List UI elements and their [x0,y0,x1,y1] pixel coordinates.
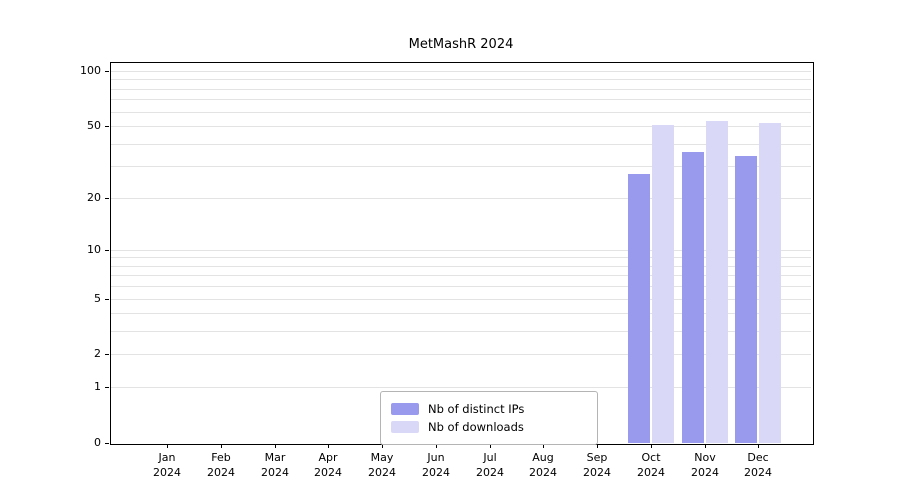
x-tick-label: Apr 2024 [298,450,358,480]
x-tick-label: Oct 2024 [621,450,681,480]
x-tick-label: Jul 2024 [460,450,520,480]
x-tick-mark [382,444,383,448]
x-tick-year: 2024 [314,466,342,479]
x-tick-label: May 2024 [352,450,412,480]
x-tick-label: Feb 2024 [191,450,251,480]
gridline [111,299,811,300]
y-tick-label: 0 [94,436,101,449]
x-tick-month: Sep [586,451,608,464]
gridline [111,266,811,267]
x-tick-mark [167,444,168,448]
gridline [111,198,811,199]
gridline [111,331,811,332]
bar-distinct-ips [628,174,650,443]
gridline [111,257,811,258]
bar-downloads [652,125,674,443]
x-tick-year: 2024 [637,466,665,479]
bar-downloads [706,121,728,443]
gridline [111,166,811,167]
x-tick-month: Mar [264,451,286,464]
y-tick-label: 5 [94,292,101,305]
x-tick-mark [328,444,329,448]
gridline [111,99,811,100]
x-tick-mark [221,444,222,448]
x-tick-year: 2024 [261,466,289,479]
x-tick-year: 2024 [207,466,235,479]
x-tick-mark [758,444,759,448]
x-tick-month: Nov [694,451,716,464]
legend-item-distinct-ips: Nb of distinct IPs [391,401,587,417]
chart-title: MetMashR 2024 [408,37,514,52]
y-tick-label: 50 [87,119,101,132]
x-tick-mark [705,444,706,448]
x-tick-month: Jul [483,451,497,464]
x-tick-year: 2024 [529,466,557,479]
legend-swatch-downloads [391,421,419,433]
gridline [111,79,811,80]
gridline [111,354,811,355]
x-tick-year: 2024 [583,466,611,479]
x-tick-label: Sep 2024 [567,450,627,480]
y-tick-label: 1 [94,380,101,393]
x-tick-mark [543,444,544,448]
x-tick-month: Jun [427,451,445,464]
x-tick-label: Jun 2024 [406,450,466,480]
y-tick-mark [105,198,109,199]
gridline [111,387,811,388]
gridline [111,286,811,287]
legend-swatch-distinct-ips [391,403,419,415]
y-tick-mark [105,387,109,388]
x-tick-month: Oct [641,451,661,464]
bar-downloads [759,123,781,443]
x-tick-month: Apr [318,451,338,464]
x-tick-label: Nov 2024 [675,450,735,480]
x-tick-month: Dec [747,451,769,464]
gridline [111,144,811,145]
gridline [111,112,811,113]
x-tick-mark [275,444,276,448]
x-tick-label: Jan 2024 [137,450,197,480]
y-tick-label: 100 [80,64,101,77]
y-tick-mark [105,354,109,355]
x-tick-year: 2024 [368,466,396,479]
x-tick-mark [651,444,652,448]
legend-item-downloads: Nb of downloads [391,419,587,435]
legend: Nb of distinct IPs Nb of downloads [380,391,598,445]
y-tick-label: 10 [87,243,101,256]
x-tick-mark [490,444,491,448]
x-tick-year: 2024 [476,466,504,479]
gridline [111,126,811,127]
x-tick-month: Jan [158,451,176,464]
x-tick-month: Feb [211,451,231,464]
gridline [111,313,811,314]
x-tick-mark [597,444,598,448]
x-tick-label: Aug 2024 [513,450,573,480]
y-tick-mark [105,126,109,127]
gridline [111,250,811,251]
x-tick-label: Mar 2024 [245,450,305,480]
y-tick-mark [105,250,109,251]
y-tick-label: 2 [94,347,101,360]
y-tick-mark [105,443,109,444]
legend-label-distinct-ips: Nb of distinct IPs [428,402,525,416]
x-tick-label: Dec 2024 [728,450,788,480]
y-tick-mark [105,299,109,300]
bar-distinct-ips [682,152,704,443]
x-tick-year: 2024 [422,466,450,479]
gridline [111,275,811,276]
x-tick-month: Aug [532,451,554,464]
x-tick-year: 2024 [153,466,181,479]
x-tick-year: 2024 [691,466,719,479]
y-tick-label: 20 [87,191,101,204]
legend-label-downloads: Nb of downloads [428,420,524,434]
gridline [111,89,811,90]
x-tick-month: May [370,451,394,464]
bar-distinct-ips [735,156,757,443]
x-tick-year: 2024 [744,466,772,479]
x-tick-mark [436,444,437,448]
y-tick-mark [105,71,109,72]
gridline [111,71,811,72]
